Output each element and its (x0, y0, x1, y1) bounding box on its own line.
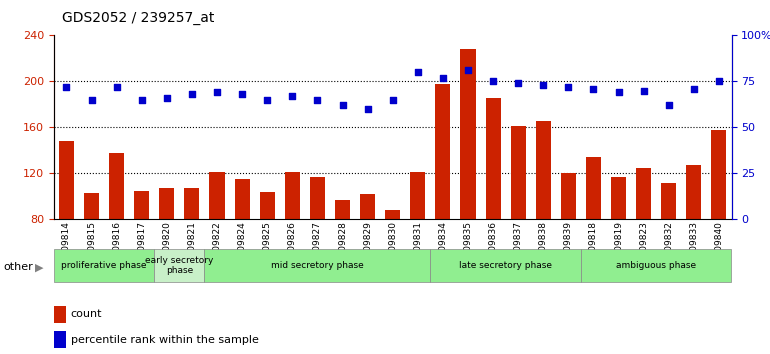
Point (186, 91, 198, 97)
Bar (134, 191, 149, 312)
Point (437, 75, 449, 81)
Text: mid secretory phase: mid secretory phase (271, 261, 363, 270)
Bar (285, 172, 300, 312)
Bar (360, 194, 375, 312)
Bar (435, 84, 450, 312)
Bar (184, 188, 199, 312)
Point (110, 84, 122, 90)
Bar (59, 141, 74, 312)
Point (638, 88, 650, 93)
Point (286, 93, 299, 99)
Point (387, 97, 399, 103)
Bar (109, 153, 124, 312)
Bar (335, 200, 350, 312)
Point (136, 97, 148, 103)
FancyBboxPatch shape (54, 249, 154, 282)
Bar (686, 165, 701, 312)
Text: ▶: ▶ (35, 262, 43, 272)
Bar (159, 188, 174, 312)
Text: percentile rank within the sample: percentile rank within the sample (71, 335, 259, 345)
Point (713, 79, 725, 84)
Bar (54, 306, 66, 323)
FancyBboxPatch shape (205, 249, 430, 282)
Bar (84, 193, 99, 312)
Bar (385, 210, 400, 312)
Bar (486, 97, 500, 312)
FancyBboxPatch shape (154, 249, 205, 282)
Bar (636, 168, 651, 312)
Point (211, 90, 223, 95)
Bar (235, 179, 249, 312)
Point (261, 97, 273, 103)
Point (688, 86, 700, 92)
Point (236, 91, 248, 97)
Point (311, 97, 323, 103)
Bar (259, 192, 275, 312)
Bar (410, 172, 425, 312)
Point (462, 68, 474, 73)
Point (487, 79, 499, 84)
Bar (460, 49, 476, 312)
Bar (209, 172, 225, 312)
Text: GDS2052 / 239257_at: GDS2052 / 239257_at (62, 11, 214, 25)
Bar (511, 126, 526, 312)
Text: count: count (71, 309, 102, 319)
FancyBboxPatch shape (581, 249, 732, 282)
Text: late secretory phase: late secretory phase (459, 261, 552, 270)
Point (361, 106, 373, 112)
Point (412, 69, 424, 75)
Point (60, 84, 72, 90)
Text: other: other (4, 262, 34, 272)
Text: proliferative phase: proliferative phase (62, 261, 147, 270)
Bar (54, 331, 66, 348)
Bar (561, 173, 576, 312)
Bar (310, 177, 325, 312)
FancyBboxPatch shape (430, 249, 581, 282)
Point (512, 80, 524, 86)
Point (537, 82, 550, 88)
Point (562, 84, 574, 90)
Bar (536, 120, 551, 312)
Bar (611, 177, 626, 312)
Bar (586, 157, 601, 312)
Point (612, 90, 624, 95)
Bar (661, 183, 676, 312)
Point (85, 97, 98, 103)
Point (161, 95, 173, 101)
Bar (711, 130, 726, 312)
Text: ambiguous phase: ambiguous phase (616, 261, 696, 270)
Point (663, 103, 675, 108)
Point (336, 103, 349, 108)
Point (588, 86, 600, 92)
Text: early secretory
phase: early secretory phase (146, 256, 213, 275)
